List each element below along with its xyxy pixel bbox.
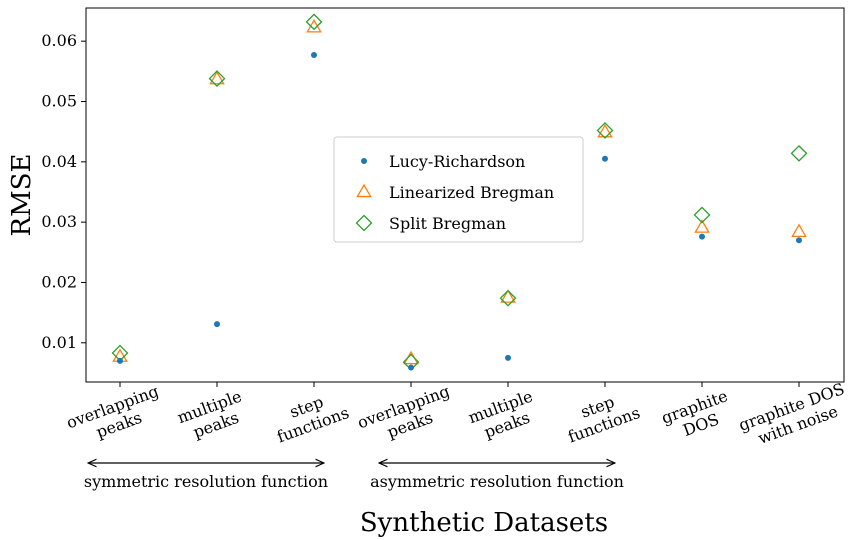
dataset-groups: symmetric resolution function asymmetric … <box>84 463 624 491</box>
data-point-diamond <box>499 289 517 307</box>
data-point-dot <box>214 321 220 328</box>
data-point-diamond <box>596 122 614 139</box>
y-axis-ticks: 0.01 0.02 0.03 0.04 0.05 0.06 <box>41 31 86 352</box>
data-point-dot <box>602 155 608 162</box>
data-point-diamond <box>305 13 323 31</box>
data-point-dot <box>311 52 317 59</box>
plot-frame <box>85 7 845 383</box>
data-point-dot <box>505 354 511 361</box>
y-tick-label: 0.03 <box>41 212 77 231</box>
data-point-triangle <box>694 219 710 233</box>
legend-label: Lucy-Richardson <box>389 152 525 171</box>
legend: Lucy-Richardson Linearized Bregman Split B… <box>333 136 584 243</box>
data-point-triangle <box>500 289 516 303</box>
y-tick-label: 0.02 <box>41 272 77 291</box>
data-point-diamond <box>790 144 808 162</box>
y-tick-label: 0.01 <box>41 333 77 352</box>
y-tick-label: 0.04 <box>41 152 77 171</box>
data-point-dot <box>117 357 123 364</box>
data-point-dot <box>796 237 802 244</box>
data-point-dot <box>699 233 705 240</box>
group-label: symmetric resolution function <box>84 472 328 491</box>
group-label: asymmetric resolution function <box>370 472 624 491</box>
y-tick-label: 0.06 <box>41 31 77 50</box>
legend-label: Split Bregman <box>389 214 506 233</box>
data-point-triangle <box>209 70 225 85</box>
legend-marker-dot <box>361 158 367 164</box>
legend-marker-triangle <box>356 183 372 198</box>
data-points <box>111 13 808 371</box>
data-point-diamond <box>693 206 711 224</box>
y-tick-label: 0.05 <box>41 92 77 111</box>
data-point-triangle <box>597 123 613 138</box>
legend-marker-diamond <box>355 214 373 232</box>
data-point-diamond <box>208 70 226 87</box>
data-point-dot <box>408 364 414 371</box>
data-point-triangle <box>791 223 807 237</box>
x-axis-title: Synthetic Datasets <box>360 508 608 538</box>
legend-box <box>333 136 584 243</box>
legend-label: Linearized Bregman <box>389 183 554 202</box>
y-axis-title: RMSE <box>7 154 37 237</box>
